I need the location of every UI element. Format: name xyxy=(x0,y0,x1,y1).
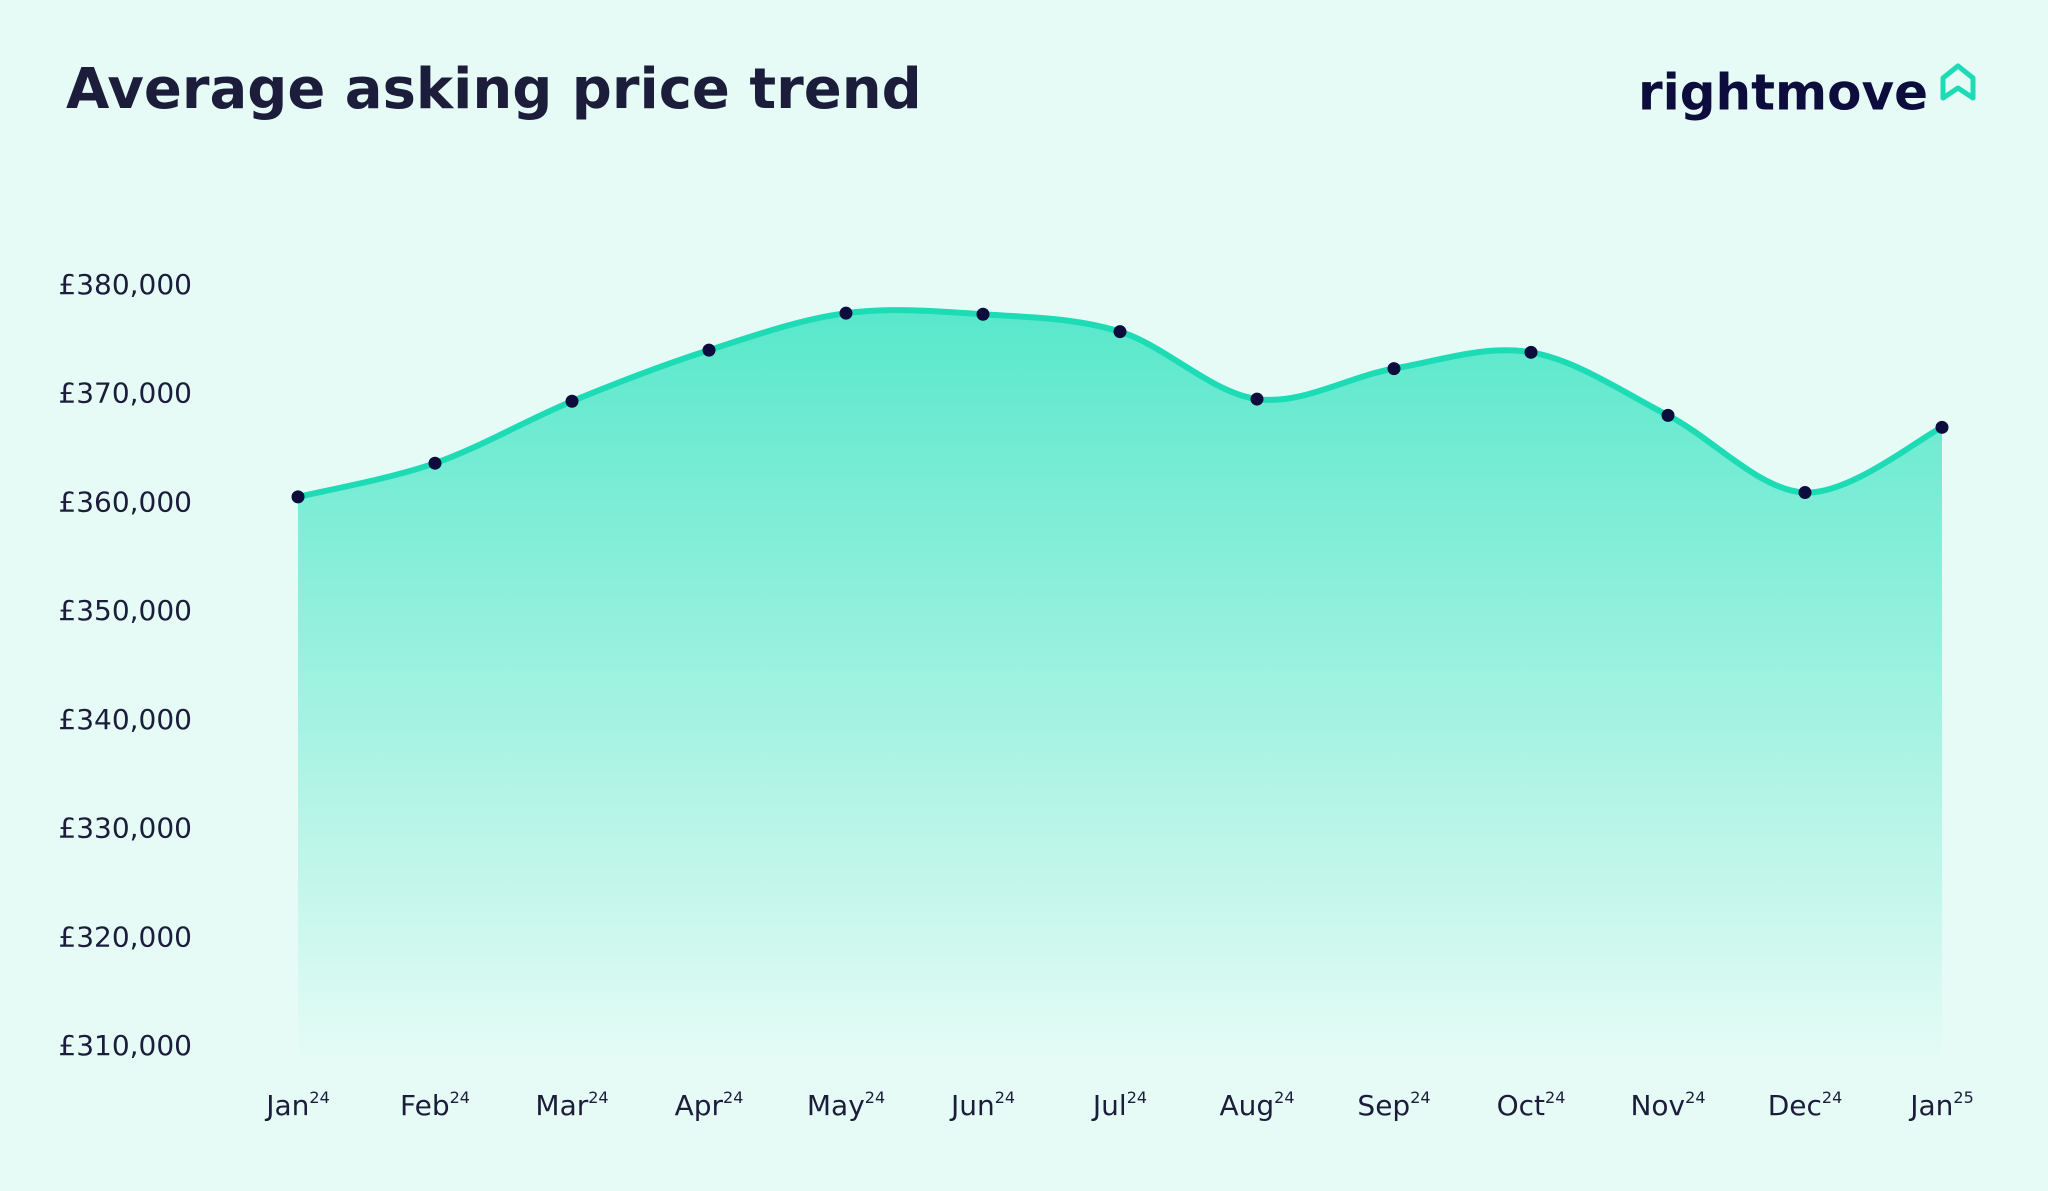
x-tick-label: Sep24 xyxy=(1357,1088,1430,1123)
y-tick-label: £350,000 xyxy=(58,594,192,627)
x-tick-year: 24 xyxy=(1274,1088,1294,1107)
x-tick-month: Aug xyxy=(1219,1089,1274,1122)
point xyxy=(702,343,716,357)
x-tick-month: Apr xyxy=(675,1089,724,1122)
x-tick-label: Feb24 xyxy=(400,1088,470,1123)
logo: rightmove xyxy=(1638,64,1928,122)
x-tick-year: 24 xyxy=(723,1088,743,1107)
y-tick-label: £340,000 xyxy=(58,703,192,736)
point xyxy=(1524,345,1538,359)
x-tick-label: Jan25 xyxy=(1908,1088,1974,1123)
x-tick-month: Jan xyxy=(1908,1089,1953,1122)
point xyxy=(1798,486,1812,500)
x-tick-year: 24 xyxy=(309,1088,329,1107)
x-tick-year: 24 xyxy=(1685,1088,1705,1107)
x-tick-label: Nov24 xyxy=(1630,1088,1705,1123)
y-tick-label: £380,000 xyxy=(58,268,192,301)
x-tick-month: Sep xyxy=(1357,1089,1410,1122)
area xyxy=(298,310,1942,1057)
x-tick-year: 24 xyxy=(995,1088,1015,1107)
x-tick-month: Jun xyxy=(949,1089,995,1122)
x-tick-label: Jun24 xyxy=(949,1088,1015,1123)
x-tick-label: Oct24 xyxy=(1497,1088,1566,1123)
x-tick-month: Feb xyxy=(400,1089,450,1122)
point xyxy=(1250,392,1264,406)
x-tick-year: 24 xyxy=(865,1088,885,1107)
y-tick-label: £320,000 xyxy=(58,920,192,953)
point xyxy=(976,307,990,321)
x-tick-month: Oct xyxy=(1497,1089,1545,1122)
x-tick-year: 24 xyxy=(588,1088,608,1107)
point xyxy=(428,456,442,470)
y-tick-label: £360,000 xyxy=(58,485,192,518)
y-tick-label: £330,000 xyxy=(58,812,192,845)
point xyxy=(1113,325,1127,339)
point xyxy=(839,306,853,320)
y-tick-label: £310,000 xyxy=(58,1029,192,1062)
x-tick-label: Apr24 xyxy=(675,1088,744,1123)
x-tick-label: May24 xyxy=(807,1088,885,1123)
x-tick-month: Jan xyxy=(264,1089,309,1122)
y-tick-label: £370,000 xyxy=(58,377,192,410)
x-tick-label: Jan24 xyxy=(264,1088,330,1123)
x-tick-label: Aug24 xyxy=(1219,1088,1294,1123)
chart-title: Average asking price trend xyxy=(66,57,922,122)
x-tick-year: 24 xyxy=(1822,1088,1842,1107)
point xyxy=(565,394,579,408)
x-tick-label: Dec24 xyxy=(1768,1088,1843,1123)
x-tick-month: Mar xyxy=(535,1089,588,1122)
x-tick-year: 24 xyxy=(1127,1088,1147,1107)
x-tick-year: 24 xyxy=(1410,1088,1430,1107)
point xyxy=(1661,408,1675,422)
x-tick-month: Nov xyxy=(1630,1089,1685,1122)
x-tick-year: 24 xyxy=(450,1088,470,1107)
x-tick-year: 25 xyxy=(1953,1088,1973,1107)
point xyxy=(1935,420,1949,434)
x-tick-month: Jul xyxy=(1091,1089,1127,1122)
x-tick-month: May xyxy=(807,1089,865,1122)
x-tick-month: Dec xyxy=(1768,1089,1822,1122)
logo-icon xyxy=(1940,63,1976,101)
point xyxy=(1387,362,1401,376)
x-tick-label: Mar24 xyxy=(535,1088,608,1123)
point xyxy=(291,490,305,504)
x-tick-label: Jul24 xyxy=(1091,1088,1147,1123)
x-tick-year: 24 xyxy=(1545,1088,1565,1107)
